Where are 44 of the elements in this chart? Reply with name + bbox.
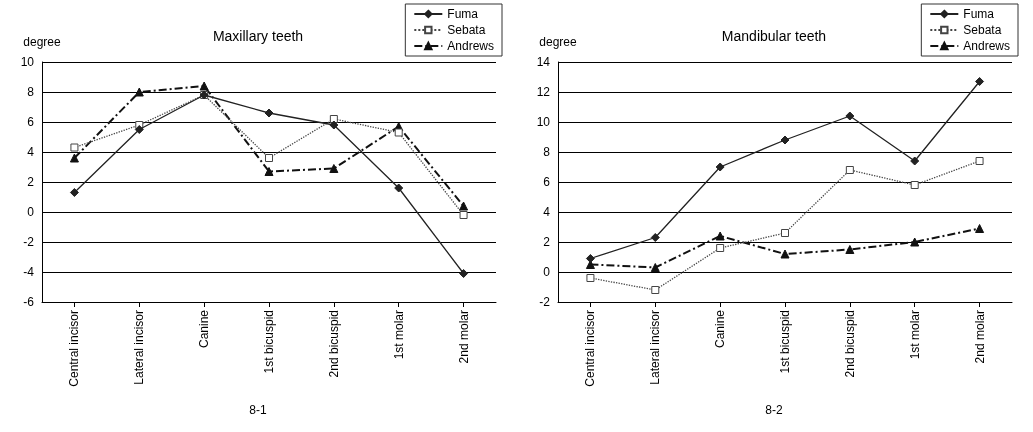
x-tick-label: 2nd bicuspid <box>326 310 341 378</box>
x-tick-label: 2nd molar <box>972 310 987 364</box>
x-tick-label: Central incisor <box>67 310 82 387</box>
y-tick-label: 12 <box>536 85 551 99</box>
y-axis-title: degree <box>539 35 577 49</box>
x-tick-label: 2nd bicuspid <box>842 310 857 378</box>
y-tick-label: 10 <box>20 55 35 69</box>
y-axis-title: degree <box>23 35 61 49</box>
x-tick-label: 1st bicuspid <box>778 310 792 374</box>
y-tick-label: 8 <box>27 85 35 99</box>
y-tick-label: 10 <box>536 115 551 129</box>
chart-title: Maxillary teeth <box>212 28 304 44</box>
y-tick-label: 6 <box>27 115 35 129</box>
legend-label: Fuma <box>963 7 995 21</box>
y-tick-label: 2 <box>543 235 551 249</box>
x-tick-label: 1st bicuspid <box>262 310 276 374</box>
x-tick-label: 1st molar <box>907 310 922 360</box>
y-tick-label: 6 <box>543 175 551 189</box>
y-tick-label: -6 <box>23 295 35 309</box>
x-tick-label: Central incisor <box>583 310 598 387</box>
y-tick-label: 0 <box>543 265 551 279</box>
chart-title: Mandibular teeth <box>721 28 827 44</box>
y-tick-label: 4 <box>543 205 551 219</box>
y-tick-label: 4 <box>27 145 35 159</box>
x-tick-label: Lateral incisor <box>132 310 147 385</box>
y-tick-label: 0 <box>27 205 35 219</box>
x-tick-label: 1st molar <box>391 310 406 360</box>
legend-label: Andrews <box>447 39 494 53</box>
text: 8-1 <box>249 403 267 417</box>
x-tick-label: Canine <box>197 309 212 349</box>
y-tick-label: 8 <box>543 145 551 159</box>
legend-label: Sebata <box>447 23 486 37</box>
y-tick-label: -2 <box>23 235 35 249</box>
x-tick-label: 2nd molar <box>456 310 471 364</box>
y-tick-label: 14 <box>536 55 551 69</box>
legend-label: Sebata <box>963 23 1002 37</box>
y-tick-label: 2 <box>27 175 35 189</box>
legend-label: Fuma <box>447 7 479 21</box>
y-tick-label: -2 <box>539 295 551 309</box>
x-tick-label: Lateral incisor <box>648 310 663 385</box>
legend-label: Andrews <box>963 39 1010 53</box>
text: 8-2 <box>765 403 783 417</box>
y-tick-label: -4 <box>23 265 35 279</box>
x-tick-label: Canine <box>713 309 728 349</box>
